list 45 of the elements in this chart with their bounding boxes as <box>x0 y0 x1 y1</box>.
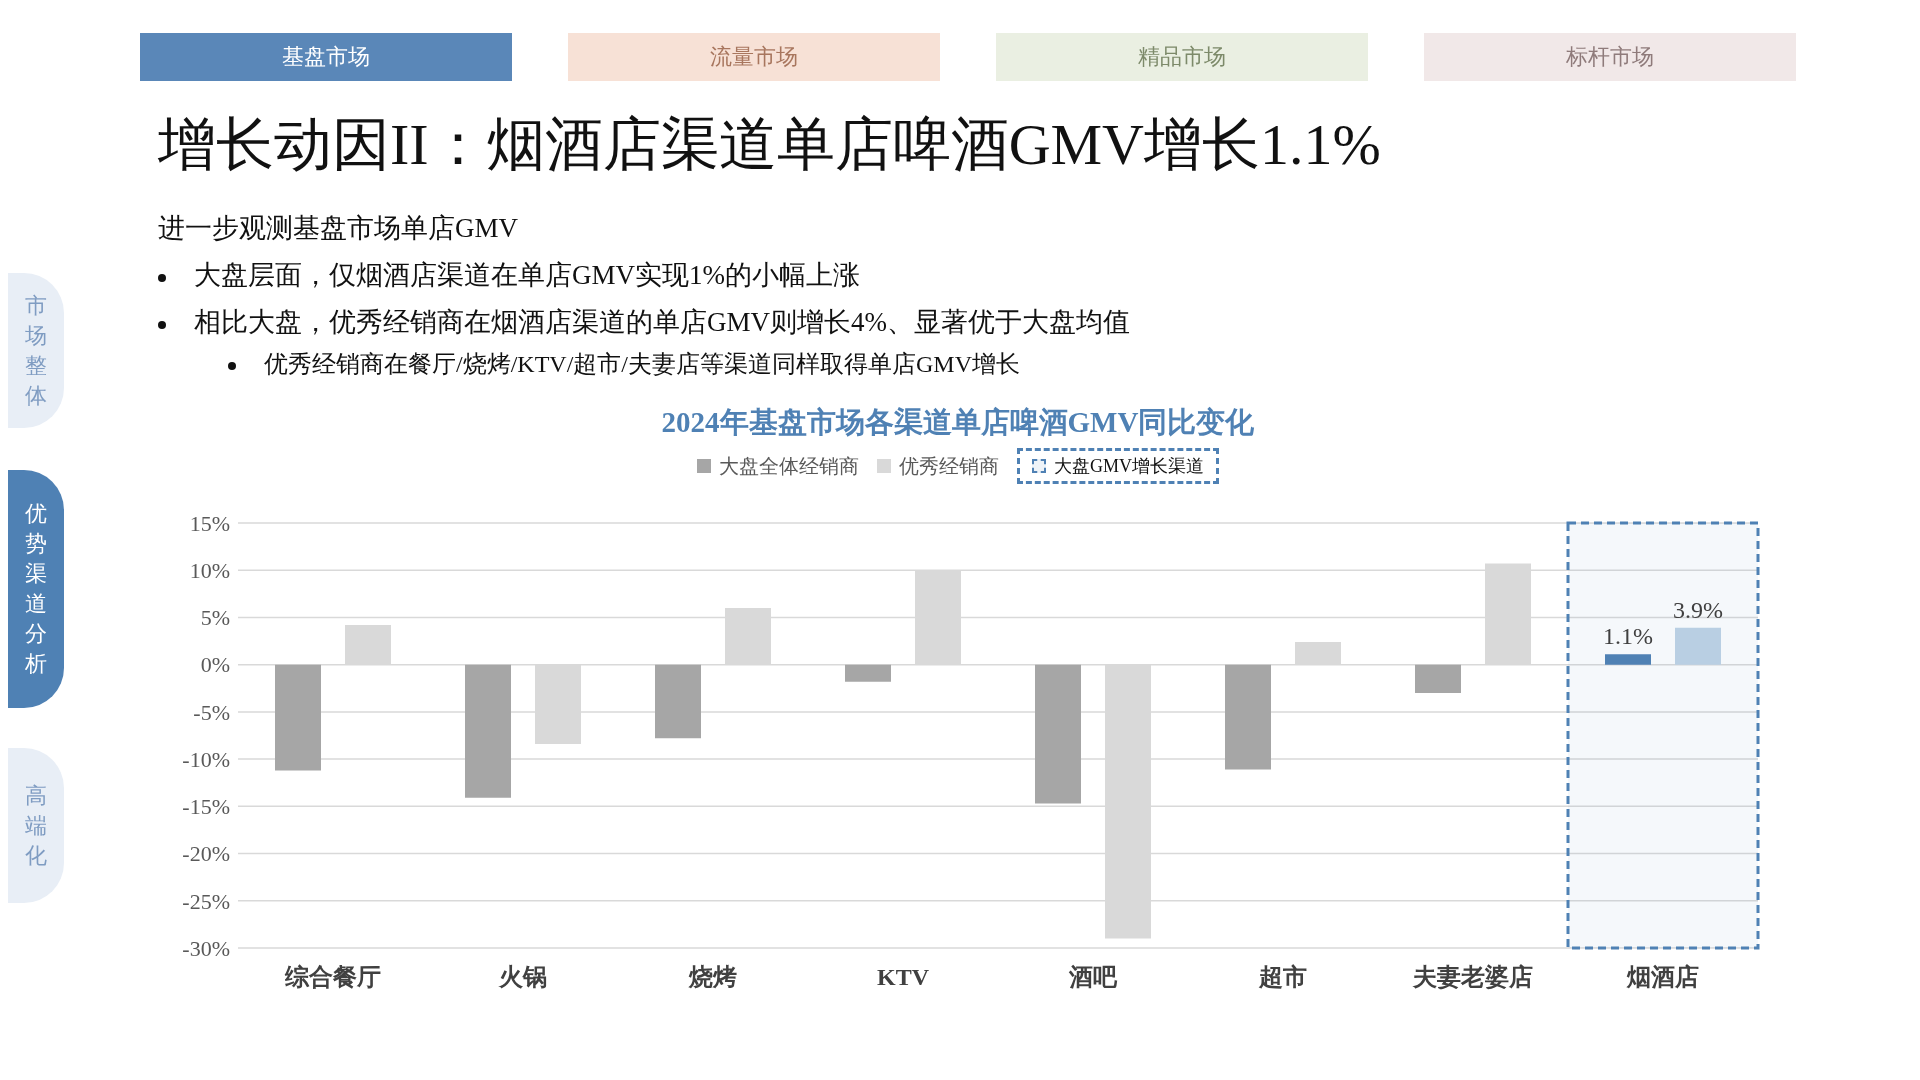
legend-label: 优秀经销商 <box>898 453 999 479</box>
data-label: 3.9% <box>1673 596 1723 623</box>
text: 优势渠道分析 <box>25 500 47 678</box>
x-tick-label: 夫妻老婆店 <box>1412 964 1533 991</box>
y-tick-label: -10% <box>182 746 230 772</box>
y-tick-label: 5% <box>200 605 230 631</box>
y-tick-label: -30% <box>182 935 230 961</box>
x-tick-label: 酒吧 <box>1068 964 1118 991</box>
bar <box>1605 654 1651 665</box>
text: 流量市场 <box>568 33 940 81</box>
text: 进一步观测基盘市场单店GMV <box>158 212 519 245</box>
bar <box>1675 627 1721 665</box>
x-tick-label: 火锅 <box>498 964 547 991</box>
bar <box>655 664 701 739</box>
x-tick-label: 烧烤 <box>688 964 737 991</box>
y-tick-label: -5% <box>193 699 230 725</box>
bar <box>1035 664 1081 804</box>
y-tick-label: -15% <box>182 794 230 820</box>
text: 精品市场 <box>996 33 1368 81</box>
bar <box>845 664 891 682</box>
text: 标杆市场 <box>1424 33 1796 81</box>
text: 优秀经销商在餐厅/烧烤/KTV/超市/夫妻店等渠道同样取得单店GMV增长 <box>263 350 1020 379</box>
legend-label: 大盘全体经销商 <box>718 453 859 479</box>
y-tick-label: 0% <box>200 652 230 678</box>
y-tick-label: -20% <box>182 841 230 867</box>
bar <box>1225 664 1271 770</box>
text: 高端化 <box>25 781 47 870</box>
text: 相比大盘，优秀经销商在烟酒店渠道的单店GMV则增长4%、显著优于大盘均值 <box>193 306 1130 339</box>
text: 基盘市场 <box>140 33 512 81</box>
legend-label: 大盘GMV增长渠道 <box>1053 455 1204 478</box>
chart-title: 增长动因II：烟酒店渠道单店啤酒GMV增长1.1% <box>158 111 1381 179</box>
x-tick-label: 综合餐厅 <box>284 964 381 991</box>
y-tick-label: 10% <box>189 558 230 584</box>
x-tick-label: 烟酒店 <box>1626 964 1699 991</box>
bar <box>465 664 511 798</box>
y-tick-label: -25% <box>182 888 230 914</box>
y-tick-label: 15% <box>189 510 230 536</box>
text: 市场整体 <box>25 291 47 410</box>
x-tick-label: KTV <box>876 964 930 991</box>
text: 大盘层面，仅烟酒店渠道在单店GMV实现1%的小幅上涨 <box>193 259 860 292</box>
chart-subtitle: 2024年基盘市场各渠道单店啤酒GMV同比变化 <box>660 405 1256 440</box>
x-tick-label: 超市 <box>1258 964 1307 991</box>
data-label: 1.1% <box>1603 623 1653 650</box>
bar <box>1415 664 1461 693</box>
bar <box>275 664 321 771</box>
